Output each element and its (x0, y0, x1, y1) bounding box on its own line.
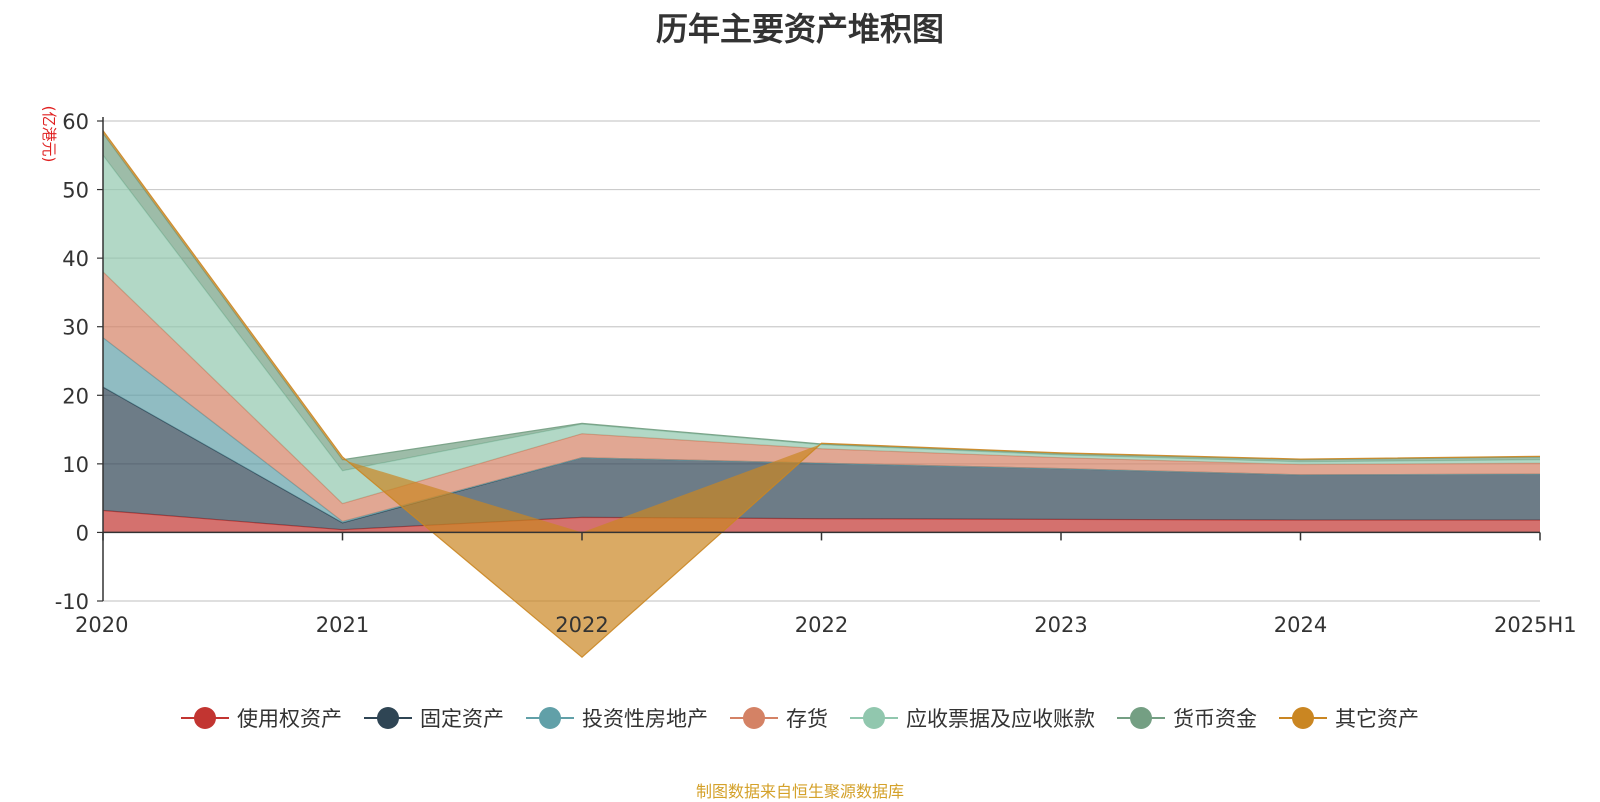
legend-item[interactable]: 存货 (730, 703, 828, 733)
x-tick-label: 2020 (75, 613, 128, 637)
legend-item[interactable]: 固定资产 (364, 703, 504, 733)
y-tick-label: 30 (62, 316, 89, 340)
legend-item[interactable]: 使用权资产 (181, 703, 342, 733)
chart-title: 历年主要资产堆积图 (655, 10, 944, 48)
legend-item[interactable]: 投资性房地产 (526, 703, 708, 733)
legend-marker-icon (181, 706, 229, 730)
legend-label: 固定资产 (420, 707, 504, 731)
y-tick-label: 10 (62, 453, 89, 477)
source-note: 制图数据来自恒生聚源数据库 (695, 782, 904, 801)
area-series-7 (103, 130, 1540, 658)
area-series (102, 130, 1541, 659)
legend-label: 应收票据及应收账款 (906, 707, 1095, 731)
x-tick-label: 2023 (1034, 613, 1087, 637)
legend-marker-icon (730, 706, 778, 730)
legend: 使用权资产 固定资产 投资性房地产 存货 应收票据及应收账款 货币资金 其它资产 (0, 703, 1600, 733)
y-tick-label: 40 (62, 247, 89, 271)
x-tick-label: 2024 (1274, 613, 1327, 637)
y-tick-label: 60 (62, 110, 89, 134)
y-tick-label: 50 (62, 179, 89, 203)
legend-marker-icon (850, 706, 898, 730)
legend-label: 使用权资产 (237, 707, 342, 731)
x-tick-label: 2022 (795, 613, 848, 637)
legend-marker-icon (526, 706, 574, 730)
legend-marker-icon (1117, 706, 1165, 730)
legend-label: 货币资金 (1173, 707, 1257, 731)
y-tick-label: -10 (55, 590, 89, 614)
area-series-2 (103, 387, 1540, 530)
legend-item[interactable]: 应收票据及应收账款 (850, 703, 1095, 733)
legend-label: 其它资产 (1335, 707, 1419, 731)
x-tick-label: 2025H1 (1494, 613, 1577, 637)
legend-item[interactable]: 货币资金 (1117, 703, 1257, 733)
x-tick-label: 2022 (555, 613, 608, 637)
series-line-6 (102, 132, 1541, 461)
area-series-6 (103, 133, 1540, 471)
legend-marker-icon (364, 706, 412, 730)
stacked-area-chart: -10 0 10 20 30 40 50 60 2020 2021 2022 2022 2023 2024… (40, 106, 1577, 659)
legend-label: 存货 (786, 707, 828, 731)
legend-label: 投资性房地产 (582, 707, 708, 731)
y-tick-label: 20 (62, 384, 89, 408)
legend-marker-icon (1279, 706, 1327, 730)
series-line-7 (102, 130, 1541, 659)
y-tick-label: 0 (76, 521, 89, 545)
x-tick-label: 2021 (316, 613, 369, 637)
y-axis-unit-label: (亿港元) (40, 106, 58, 163)
legend-item[interactable]: 其它资产 (1279, 703, 1419, 733)
axes: -10 0 10 20 30 40 50 60 2020 2021 2022 2022 2023 2024… (55, 110, 1577, 637)
